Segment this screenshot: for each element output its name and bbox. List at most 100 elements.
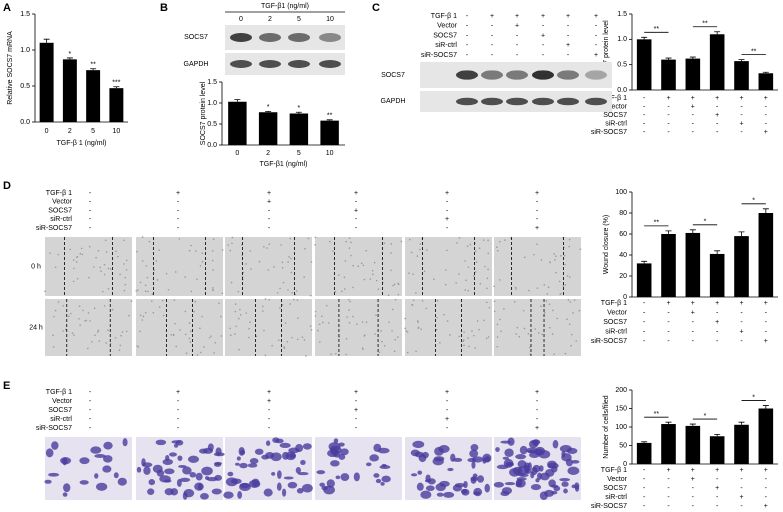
cell — [377, 288, 380, 290]
cell — [330, 353, 332, 356]
invaded-cell — [410, 473, 418, 477]
condition-mark: - — [89, 407, 92, 414]
cell — [88, 245, 91, 248]
condition-mark: - — [740, 476, 743, 483]
cell — [87, 312, 90, 314]
cell — [271, 344, 273, 347]
bar — [636, 263, 652, 297]
error-bar — [295, 111, 302, 114]
y-axis-label: Relative SOCS7 mRNA — [7, 31, 14, 105]
invaded-cell — [79, 480, 89, 485]
panel-label: D — [3, 180, 11, 192]
invaded-cell — [505, 462, 514, 466]
axis — [631, 192, 778, 298]
blot-row-label: GAPDH — [381, 98, 406, 105]
invaded-cell — [239, 462, 248, 469]
cell — [419, 248, 421, 251]
invaded-cell — [79, 457, 90, 465]
invaded-cell — [102, 465, 112, 473]
cell — [279, 307, 281, 309]
cell — [493, 300, 496, 303]
cell — [289, 237, 292, 240]
cell — [469, 243, 472, 246]
cell — [474, 271, 477, 273]
cell — [125, 330, 128, 333]
condition-mark: - — [667, 319, 670, 326]
blot-band — [319, 60, 341, 68]
cell — [348, 247, 351, 249]
cell — [412, 273, 414, 275]
blot-band — [585, 70, 607, 80]
cell — [230, 281, 233, 284]
invaded-cell — [169, 452, 177, 457]
invaded-cell — [410, 449, 420, 457]
cell — [540, 259, 543, 261]
cell — [346, 316, 348, 318]
cell — [290, 257, 292, 260]
bar — [685, 58, 701, 90]
cell — [75, 256, 78, 259]
condition-mark: - — [516, 32, 519, 39]
bar — [709, 34, 725, 90]
invaded-cell — [189, 471, 197, 478]
condition-mark: - — [595, 42, 598, 49]
cell — [350, 254, 352, 257]
invaded-cell — [263, 488, 273, 497]
condition-mark: - — [177, 199, 180, 206]
cell — [117, 255, 119, 258]
bar — [685, 425, 701, 464]
condition-mark: + — [445, 190, 449, 197]
condition-label: TGF-β 1 — [431, 13, 457, 20]
condition-mark: - — [268, 216, 271, 223]
error-bar — [234, 99, 241, 102]
error-bar — [665, 57, 672, 60]
invaded-cell — [249, 457, 259, 465]
cell — [105, 342, 107, 344]
cell — [408, 238, 411, 241]
condition-mark: - — [643, 503, 646, 510]
panel-label: B — [160, 2, 168, 14]
cell — [62, 304, 64, 307]
cell — [572, 312, 574, 314]
cell — [410, 251, 413, 254]
cell — [540, 305, 542, 307]
cell — [319, 341, 321, 343]
invaded-cell — [530, 471, 535, 479]
cell — [52, 346, 55, 348]
cell — [361, 347, 364, 349]
cell — [267, 269, 270, 271]
cell — [555, 255, 557, 257]
micrograph — [45, 437, 132, 500]
blot-band — [481, 97, 503, 106]
invaded-cell — [63, 483, 71, 493]
invaded-cell — [533, 439, 539, 447]
cell — [362, 264, 365, 267]
cell — [162, 314, 165, 317]
condition-label: SOCS7 — [48, 207, 72, 214]
cell — [374, 333, 376, 335]
invaded-cell — [51, 441, 59, 450]
invaded-cell — [195, 472, 203, 481]
condition-mark: - — [268, 416, 271, 423]
cell — [417, 326, 420, 329]
cell — [268, 298, 270, 301]
cell — [458, 273, 460, 275]
cell — [119, 344, 122, 347]
blot-band — [259, 33, 281, 42]
x-tick-label: 10 — [326, 150, 334, 157]
cell — [245, 263, 247, 265]
condition-mark: - — [716, 494, 719, 501]
condition-mark: + — [267, 190, 271, 197]
cell — [89, 320, 91, 322]
cell — [229, 249, 232, 252]
cell — [264, 354, 267, 356]
cell — [136, 250, 138, 253]
condition-mark: - — [536, 207, 539, 214]
condition-mark: - — [740, 485, 743, 492]
cell — [420, 328, 422, 331]
cell — [332, 250, 334, 252]
invaded-cell — [416, 482, 424, 491]
condition-mark: - — [643, 467, 646, 474]
blot-band — [481, 70, 503, 80]
blot-band — [532, 70, 554, 80]
